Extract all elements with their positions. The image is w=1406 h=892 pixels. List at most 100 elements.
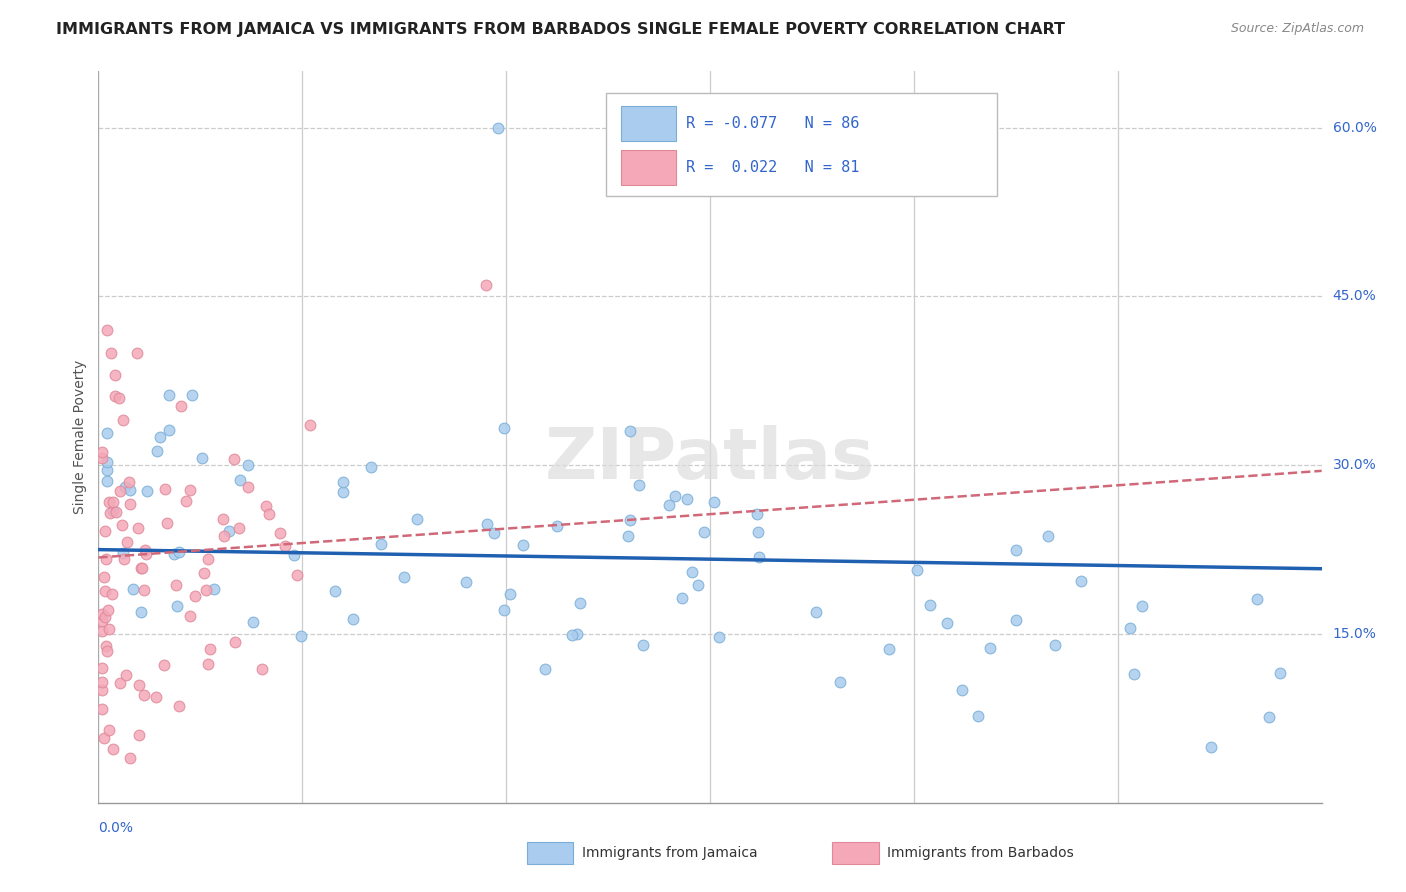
Point bbox=[193, 566, 215, 581]
Point bbox=[111, 413, 134, 427]
Point bbox=[1119, 621, 1142, 635]
Point bbox=[166, 599, 188, 613]
Point bbox=[250, 662, 273, 676]
Point bbox=[747, 524, 769, 539]
Point bbox=[117, 475, 139, 489]
Point bbox=[96, 463, 118, 477]
Point bbox=[202, 582, 225, 596]
Point bbox=[176, 494, 198, 508]
Point bbox=[745, 508, 768, 522]
Point bbox=[494, 421, 516, 435]
Point bbox=[98, 723, 121, 737]
Point bbox=[96, 426, 118, 441]
Point bbox=[935, 616, 957, 631]
Point bbox=[709, 630, 731, 644]
Point bbox=[91, 702, 114, 716]
Point bbox=[96, 323, 118, 337]
Text: R = -0.077   N = 86: R = -0.077 N = 86 bbox=[686, 116, 859, 131]
Point bbox=[165, 578, 187, 592]
Point bbox=[224, 635, 246, 649]
Point bbox=[198, 642, 221, 657]
Point bbox=[229, 473, 252, 487]
Point bbox=[179, 609, 201, 624]
Point bbox=[128, 728, 150, 742]
Point bbox=[224, 451, 246, 466]
Point bbox=[135, 548, 157, 562]
Point bbox=[474, 278, 498, 293]
Point bbox=[98, 506, 121, 520]
Point bbox=[146, 443, 169, 458]
Text: Immigrants from Barbados: Immigrants from Barbados bbox=[887, 846, 1074, 860]
Point bbox=[114, 480, 136, 494]
Point bbox=[93, 570, 115, 584]
Point bbox=[534, 662, 557, 676]
Point bbox=[157, 423, 180, 437]
Point bbox=[155, 482, 177, 496]
Point bbox=[568, 596, 591, 610]
Point bbox=[633, 639, 655, 653]
Point bbox=[153, 657, 176, 672]
Point bbox=[145, 690, 167, 704]
Point bbox=[1036, 529, 1059, 543]
Point bbox=[342, 612, 364, 626]
Point bbox=[283, 548, 305, 562]
Point bbox=[169, 545, 191, 559]
Point bbox=[616, 529, 638, 543]
Point bbox=[211, 512, 233, 526]
Point bbox=[686, 578, 709, 592]
Point bbox=[115, 534, 138, 549]
Point bbox=[1005, 613, 1028, 627]
Bar bbox=[620, 150, 676, 185]
Point bbox=[96, 644, 118, 658]
Point bbox=[96, 455, 118, 469]
Point bbox=[98, 622, 121, 636]
Point bbox=[181, 388, 204, 402]
Point bbox=[91, 451, 114, 466]
Point bbox=[692, 525, 714, 540]
Point bbox=[675, 492, 697, 507]
Point bbox=[91, 445, 114, 459]
Point bbox=[950, 683, 973, 698]
Point bbox=[477, 516, 499, 531]
Point bbox=[979, 640, 1001, 655]
Point bbox=[212, 529, 235, 543]
Point bbox=[879, 642, 901, 657]
Point bbox=[269, 526, 291, 541]
Point bbox=[108, 676, 131, 690]
Point bbox=[156, 516, 179, 530]
Point bbox=[91, 675, 114, 690]
Point bbox=[100, 586, 122, 600]
Point bbox=[748, 549, 770, 564]
Point bbox=[118, 751, 141, 765]
Point bbox=[290, 629, 312, 643]
Point bbox=[1270, 666, 1292, 681]
Point bbox=[499, 587, 522, 601]
Text: Immigrants from Jamaica: Immigrants from Jamaica bbox=[582, 846, 758, 860]
Point bbox=[104, 389, 127, 403]
Point bbox=[920, 598, 942, 612]
Point bbox=[157, 387, 180, 401]
Point bbox=[184, 589, 207, 603]
Point bbox=[565, 627, 588, 641]
Point bbox=[112, 551, 135, 566]
Point bbox=[108, 391, 131, 405]
Point bbox=[627, 478, 650, 492]
Point bbox=[197, 551, 219, 566]
Point bbox=[101, 741, 124, 756]
Bar bbox=[620, 106, 676, 141]
Point bbox=[101, 503, 124, 517]
Point bbox=[619, 512, 641, 526]
Point bbox=[134, 543, 156, 558]
Point bbox=[274, 539, 297, 553]
Point bbox=[131, 561, 153, 575]
Point bbox=[132, 582, 155, 597]
Point bbox=[127, 521, 149, 535]
Point bbox=[360, 459, 382, 474]
Point bbox=[94, 639, 117, 653]
Point bbox=[179, 483, 201, 497]
Point bbox=[1246, 591, 1268, 606]
Point bbox=[108, 484, 131, 499]
Text: ZIPatlas: ZIPatlas bbox=[546, 425, 875, 493]
Point bbox=[91, 683, 114, 698]
Point bbox=[127, 346, 149, 360]
